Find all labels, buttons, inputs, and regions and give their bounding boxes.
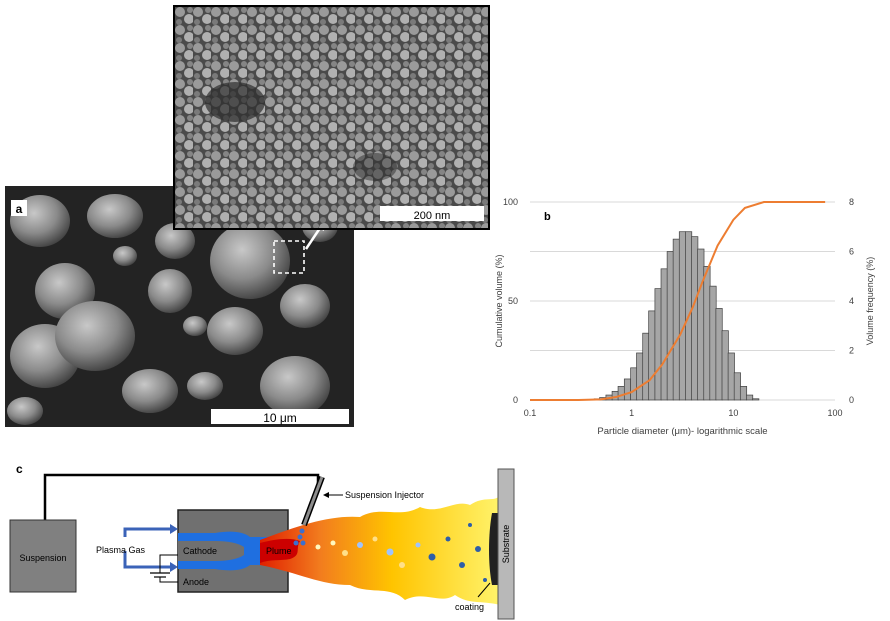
y-left-axis-label: Cumulative volume (%)	[494, 254, 504, 347]
anode-label: Anode	[183, 577, 209, 587]
histogram-bar	[691, 236, 699, 401]
histogram-bar	[678, 231, 687, 401]
histogram-bar	[727, 352, 735, 401]
plasma-gas-arrow-upper	[123, 527, 172, 537]
power-line-cathode	[159, 554, 178, 573]
y-right-tick-label: 4	[849, 296, 854, 306]
y-right-tick-label: 0	[849, 395, 854, 405]
histogram-bar	[666, 251, 674, 401]
plasma-gas-label: Plasma Gas	[96, 545, 146, 555]
cumulative-line	[530, 201, 826, 401]
histogram-bar	[703, 265, 711, 401]
panel-a-label: a	[15, 202, 23, 216]
substrate	[497, 468, 515, 620]
inset-scale-bar-label: 200 nm	[413, 210, 451, 222]
histogram-bar	[617, 386, 625, 401]
suspension-tank	[9, 519, 77, 593]
histogram-bar	[721, 330, 729, 401]
plume-label: Plume	[266, 546, 292, 556]
suspension-label: Suspension	[19, 553, 66, 563]
y-right-axis-label: Volume frequency (%)	[865, 257, 875, 346]
plasma-flame	[260, 495, 500, 605]
histogram-bar	[660, 268, 668, 401]
sem-inset-image: 200 nm	[173, 5, 490, 230]
inset-scale-bar: 200 nm	[380, 206, 484, 222]
particles-in-flight	[315, 523, 487, 582]
power-line-anode	[159, 577, 178, 583]
spray-diagram: c Suspension Cathode Anode Plasma Gas Pl…	[9, 462, 515, 620]
histogram-bar	[739, 386, 748, 401]
coating-label: coating	[455, 602, 484, 612]
coating-pointer	[477, 582, 491, 598]
histogram-bar	[630, 367, 638, 401]
histogram-bar	[709, 285, 717, 401]
substrate-label: Substrate	[501, 525, 511, 564]
histogram-bar	[642, 332, 650, 401]
panel-a-label-box: a	[11, 200, 27, 216]
x-tick-label: 10	[728, 408, 738, 418]
histogram-bar	[697, 248, 705, 401]
cathode-label: Cathode	[183, 546, 217, 556]
x-tick-label: 1	[629, 408, 634, 418]
x-axis-label: Particle diameter (μm)- logarithmic scal…	[597, 426, 767, 437]
particle-size-chart: 0.1 1 10 100 0 50 100 0 2 4 6 8 Particle diameter (μ…	[494, 197, 875, 437]
suspension-feed-line	[43, 473, 320, 520]
y-right-tick-label: 2	[849, 346, 854, 356]
histogram-bar	[715, 308, 723, 401]
y-right-tick-label: 8	[849, 197, 854, 207]
histogram-bar	[648, 310, 656, 401]
panel-c-label: c	[16, 462, 23, 476]
main-scale-bar-label: 10 μm	[263, 411, 297, 425]
y-left-tick-label: 100	[503, 197, 518, 207]
histogram-bar	[654, 288, 662, 401]
plume-core	[260, 538, 300, 563]
suspension-droplets	[293, 528, 306, 546]
plasma-gas-arrow-lower	[123, 551, 172, 569]
sem-inset-texture	[175, 7, 488, 228]
cathode	[178, 541, 244, 561]
coating-layer	[489, 513, 498, 585]
histogram-bar	[752, 398, 760, 401]
suspension-injector-label: Suspension Injector	[345, 490, 424, 500]
main-scale-bar: 10 μm	[211, 409, 349, 425]
inset-region-marker	[273, 240, 305, 274]
x-tick-label: 0.1	[524, 408, 537, 418]
histogram-bar	[733, 372, 741, 401]
panel-b-label: b	[544, 211, 551, 223]
x-tick-label: 100	[827, 408, 842, 418]
y-left-tick-label: 50	[508, 296, 518, 306]
y-left-tick-label: 0	[513, 395, 518, 405]
histogram-bar	[623, 378, 632, 401]
histogram-bar	[746, 394, 754, 401]
histogram-bar	[636, 352, 644, 401]
histogram-bar	[672, 238, 680, 401]
y-right-tick-label: 6	[849, 247, 854, 257]
